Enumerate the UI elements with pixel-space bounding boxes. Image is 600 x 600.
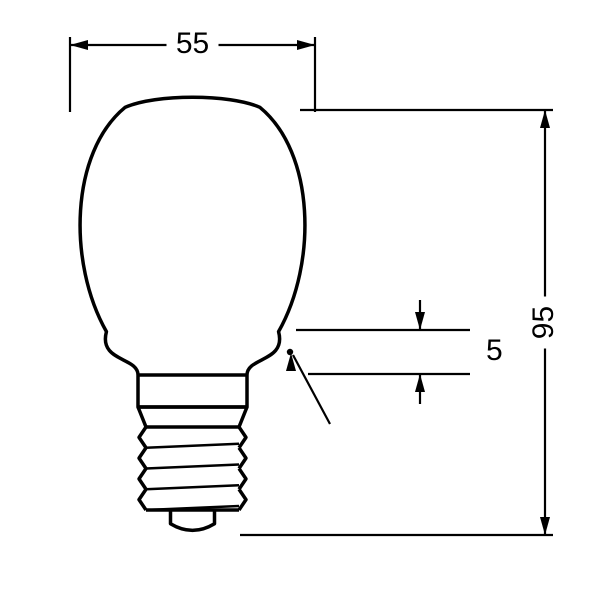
dim-height-label: 95 bbox=[527, 306, 560, 339]
dim-tc-offset bbox=[296, 300, 470, 404]
dim-height bbox=[240, 110, 561, 535]
dim-width-label: 55 bbox=[176, 27, 209, 60]
tc-callout bbox=[286, 349, 330, 424]
bulb-dimensional-drawing: 55 95 5 bbox=[0, 0, 600, 600]
dim-tc-offset-label: 5 bbox=[486, 334, 503, 367]
bulb-outline bbox=[80, 97, 305, 530]
tc-point-icon bbox=[287, 349, 293, 355]
